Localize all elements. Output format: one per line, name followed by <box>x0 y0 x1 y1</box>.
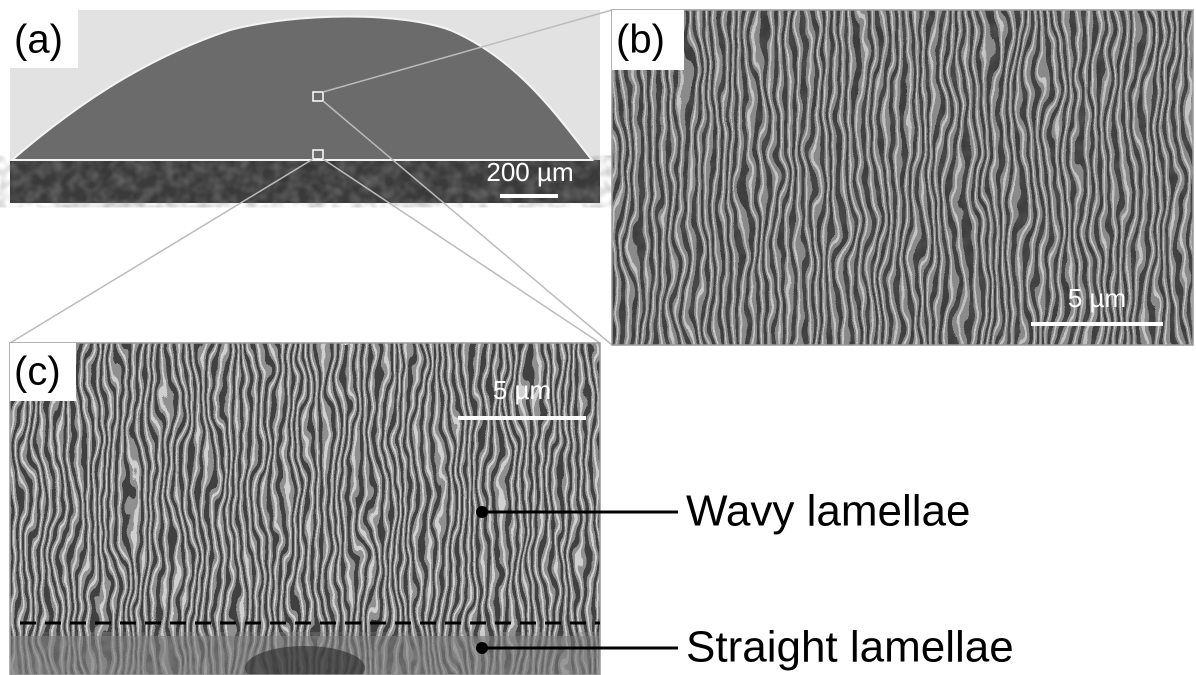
panel-label: (c) <box>14 350 61 394</box>
panel-label: (a) <box>14 18 63 62</box>
scale-bar-label: 200 µm <box>486 157 573 187</box>
scale-bar-label: 5 µm <box>1068 283 1126 313</box>
panel-label: (b) <box>616 18 665 62</box>
annotation: Straight lamellae <box>686 623 1014 672</box>
figure: (a) 200 µm (b) 5 µm (c) 5 µm Wavy lamell… <box>0 0 1196 675</box>
annotation: Wavy lamellae <box>686 487 970 536</box>
scale-bar-label: 5 µm <box>493 375 551 405</box>
